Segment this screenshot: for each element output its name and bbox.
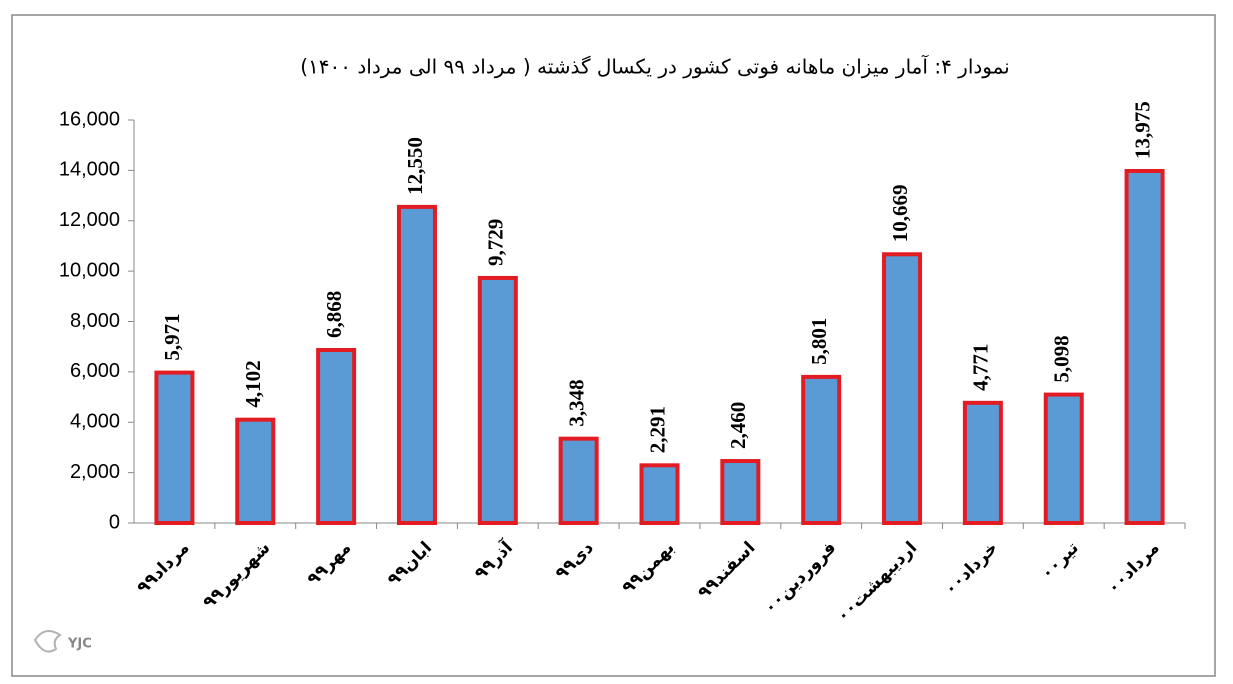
y-tick-label: 16,000 [59,108,120,130]
bar [235,417,276,525]
bar [1043,392,1084,525]
value-label: 5,098 [1050,335,1074,382]
chart-frame [11,14,1216,677]
watermark: YJC [67,637,92,652]
value-label: 6,868 [322,291,346,338]
value-label: 2,291 [645,406,669,453]
y-tick-label: 6,000 [70,360,120,382]
y-tick-label: 0 [109,511,120,533]
watermark-logo [33,630,62,653]
value-label: 4,102 [241,360,265,407]
y-tick-label: 4,000 [70,411,120,433]
bar [639,463,680,526]
value-label: 3,348 [564,379,588,426]
bar [558,436,599,525]
value-label: 13,975 [1130,101,1154,159]
value-label: 2,460 [726,402,750,449]
bar [1124,169,1165,525]
y-tick-label: 10,000 [59,259,120,281]
value-label: 9,729 [484,219,508,266]
bar [962,400,1003,526]
value-label: 12,550 [403,137,427,195]
value-label: 5,971 [160,313,184,360]
bar [720,459,761,526]
y-tick-label: 12,000 [59,209,120,231]
y-tick-label: 14,000 [59,159,120,181]
bar [396,204,437,525]
bar [316,348,357,525]
value-label: 4,771 [969,344,993,391]
bar [882,252,923,525]
bar [477,275,518,525]
value-label: 5,801 [807,318,831,365]
chart-title: نمودار ۴: آمار میزان ماهانه فوتی کشور در… [300,54,1010,79]
bar [154,370,195,525]
bar [801,374,842,525]
y-tick-label: 2,000 [70,461,120,483]
y-tick-label: 8,000 [70,310,120,332]
value-label: 10,669 [888,185,912,243]
